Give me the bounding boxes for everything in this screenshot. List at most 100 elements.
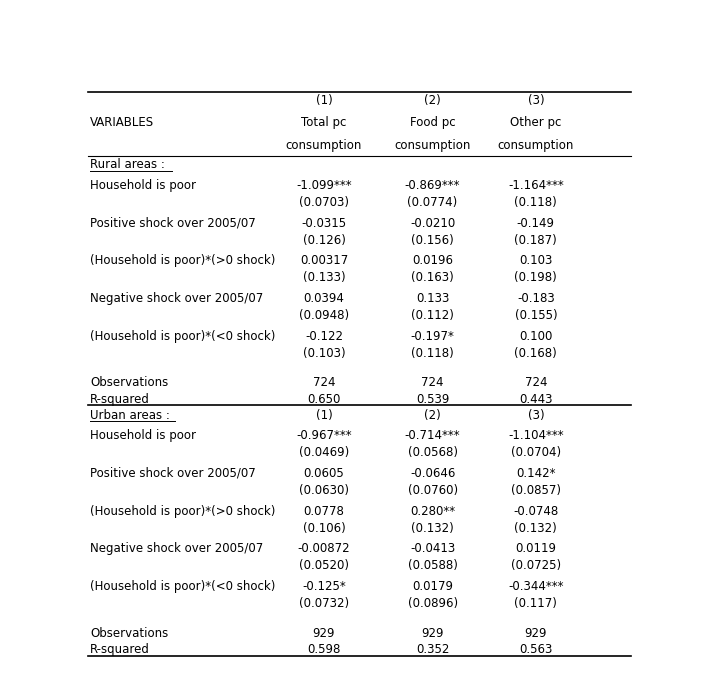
Text: (0.168): (0.168) (515, 347, 557, 360)
Text: (0.156): (0.156) (411, 233, 454, 247)
Text: (2): (2) (424, 409, 441, 421)
Text: (0.112): (0.112) (411, 309, 454, 322)
Text: (0.0568): (0.0568) (407, 447, 458, 459)
Text: Positive shock over 2005/07: Positive shock over 2005/07 (90, 467, 256, 480)
Text: 0.0605: 0.0605 (304, 467, 344, 480)
Text: consumption: consumption (286, 139, 362, 152)
Text: 929: 929 (313, 627, 335, 640)
Text: (0.0630): (0.0630) (299, 484, 349, 497)
Text: (0.198): (0.198) (515, 271, 557, 284)
Text: -0.122: -0.122 (305, 330, 343, 343)
Text: Household is poor: Household is poor (90, 179, 196, 192)
Text: -0.869***: -0.869*** (405, 179, 461, 192)
Text: -0.197*: -0.197* (411, 330, 454, 343)
Text: Household is poor: Household is poor (90, 429, 196, 442)
Text: (0.132): (0.132) (515, 521, 557, 535)
Text: (0.0760): (0.0760) (407, 484, 458, 497)
Text: (Household is poor)*(>0 shock): (Household is poor)*(>0 shock) (90, 254, 275, 267)
Text: 0.142*: 0.142* (516, 467, 556, 480)
Text: (3): (3) (528, 409, 544, 421)
Text: -0.0210: -0.0210 (410, 217, 455, 229)
Text: -0.00872: -0.00872 (298, 542, 350, 555)
Text: (0.0774): (0.0774) (407, 196, 458, 209)
Text: (0.163): (0.163) (411, 271, 454, 284)
Text: -0.0646: -0.0646 (410, 467, 455, 480)
Text: R-squared: R-squared (90, 643, 150, 656)
Text: 0.0196: 0.0196 (412, 254, 453, 267)
Text: Total pc: Total pc (301, 116, 346, 129)
Text: (Household is poor)*(<0 shock): (Household is poor)*(<0 shock) (90, 330, 275, 343)
Text: R-squared: R-squared (90, 393, 150, 405)
Text: (0.0469): (0.0469) (299, 447, 349, 459)
Text: (1): (1) (315, 409, 332, 421)
Text: -0.0413: -0.0413 (410, 542, 455, 555)
Text: 0.539: 0.539 (416, 393, 449, 405)
Text: 929: 929 (421, 627, 444, 640)
Text: (0.118): (0.118) (515, 196, 557, 209)
Text: -0.967***: -0.967*** (296, 429, 352, 442)
Text: -1.164***: -1.164*** (508, 179, 564, 192)
Text: (0.133): (0.133) (303, 271, 346, 284)
Text: (0.0520): (0.0520) (299, 559, 349, 572)
Text: -0.0315: -0.0315 (301, 217, 346, 229)
Text: Negative shock over 2005/07: Negative shock over 2005/07 (90, 292, 264, 305)
Text: 0.0394: 0.0394 (304, 292, 344, 305)
Text: -1.104***: -1.104*** (508, 429, 564, 442)
Text: (0.155): (0.155) (515, 309, 557, 322)
Text: -1.099***: -1.099*** (296, 179, 352, 192)
Text: (0.0732): (0.0732) (299, 597, 349, 610)
Text: 0.0119: 0.0119 (515, 542, 557, 555)
Text: 0.650: 0.650 (307, 393, 341, 405)
Text: (0.0725): (0.0725) (511, 559, 561, 572)
Text: 0.280**: 0.280** (410, 505, 455, 517)
Text: 0.00317: 0.00317 (300, 254, 348, 267)
Text: (0.103): (0.103) (303, 347, 346, 360)
Text: Food pc: Food pc (410, 116, 456, 129)
Text: (2): (2) (424, 94, 441, 106)
Text: 0.133: 0.133 (416, 292, 449, 305)
Text: consumption: consumption (395, 139, 471, 152)
Text: Other pc: Other pc (510, 116, 562, 129)
Text: 0.443: 0.443 (519, 393, 552, 405)
Text: 929: 929 (524, 627, 547, 640)
Text: Urban areas :: Urban areas : (90, 409, 170, 421)
Text: 0.563: 0.563 (519, 643, 552, 656)
Text: 724: 724 (313, 376, 335, 389)
Text: (Household is poor)*(<0 shock): (Household is poor)*(<0 shock) (90, 580, 275, 593)
Text: 0.352: 0.352 (416, 643, 449, 656)
Text: (Household is poor)*(>0 shock): (Household is poor)*(>0 shock) (90, 505, 275, 517)
Text: Positive shock over 2005/07: Positive shock over 2005/07 (90, 217, 256, 229)
Text: 0.0179: 0.0179 (412, 580, 453, 593)
Text: (0.117): (0.117) (515, 597, 557, 610)
Text: (0.187): (0.187) (515, 233, 557, 247)
Text: 0.103: 0.103 (519, 254, 552, 267)
Text: (0.0896): (0.0896) (407, 597, 458, 610)
Text: -0.125*: -0.125* (302, 580, 346, 593)
Text: Observations: Observations (90, 627, 169, 640)
Text: (0.0948): (0.0948) (299, 309, 349, 322)
Text: VARIABLES: VARIABLES (90, 116, 154, 129)
Text: (3): (3) (528, 94, 544, 106)
Text: (0.0704): (0.0704) (511, 447, 561, 459)
Text: (1): (1) (315, 94, 332, 106)
Text: 724: 724 (421, 376, 444, 389)
Text: Rural areas :: Rural areas : (90, 159, 165, 171)
Text: consumption: consumption (498, 139, 574, 152)
Text: 0.598: 0.598 (307, 643, 341, 656)
Text: (0.0857): (0.0857) (511, 484, 561, 497)
Text: -0.0748: -0.0748 (513, 505, 559, 517)
Text: (0.0703): (0.0703) (299, 196, 349, 209)
Text: -0.344***: -0.344*** (508, 580, 564, 593)
Text: (0.106): (0.106) (303, 521, 346, 535)
Text: 724: 724 (524, 376, 547, 389)
Text: -0.183: -0.183 (517, 292, 554, 305)
Text: (0.0588): (0.0588) (408, 559, 458, 572)
Text: Negative shock over 2005/07: Negative shock over 2005/07 (90, 542, 264, 555)
Text: (0.126): (0.126) (303, 233, 346, 247)
Text: -0.149: -0.149 (517, 217, 554, 229)
Text: (0.118): (0.118) (411, 347, 454, 360)
Text: Observations: Observations (90, 376, 169, 389)
Text: (0.132): (0.132) (411, 521, 454, 535)
Text: 0.0778: 0.0778 (304, 505, 344, 517)
Text: -0.714***: -0.714*** (404, 429, 461, 442)
